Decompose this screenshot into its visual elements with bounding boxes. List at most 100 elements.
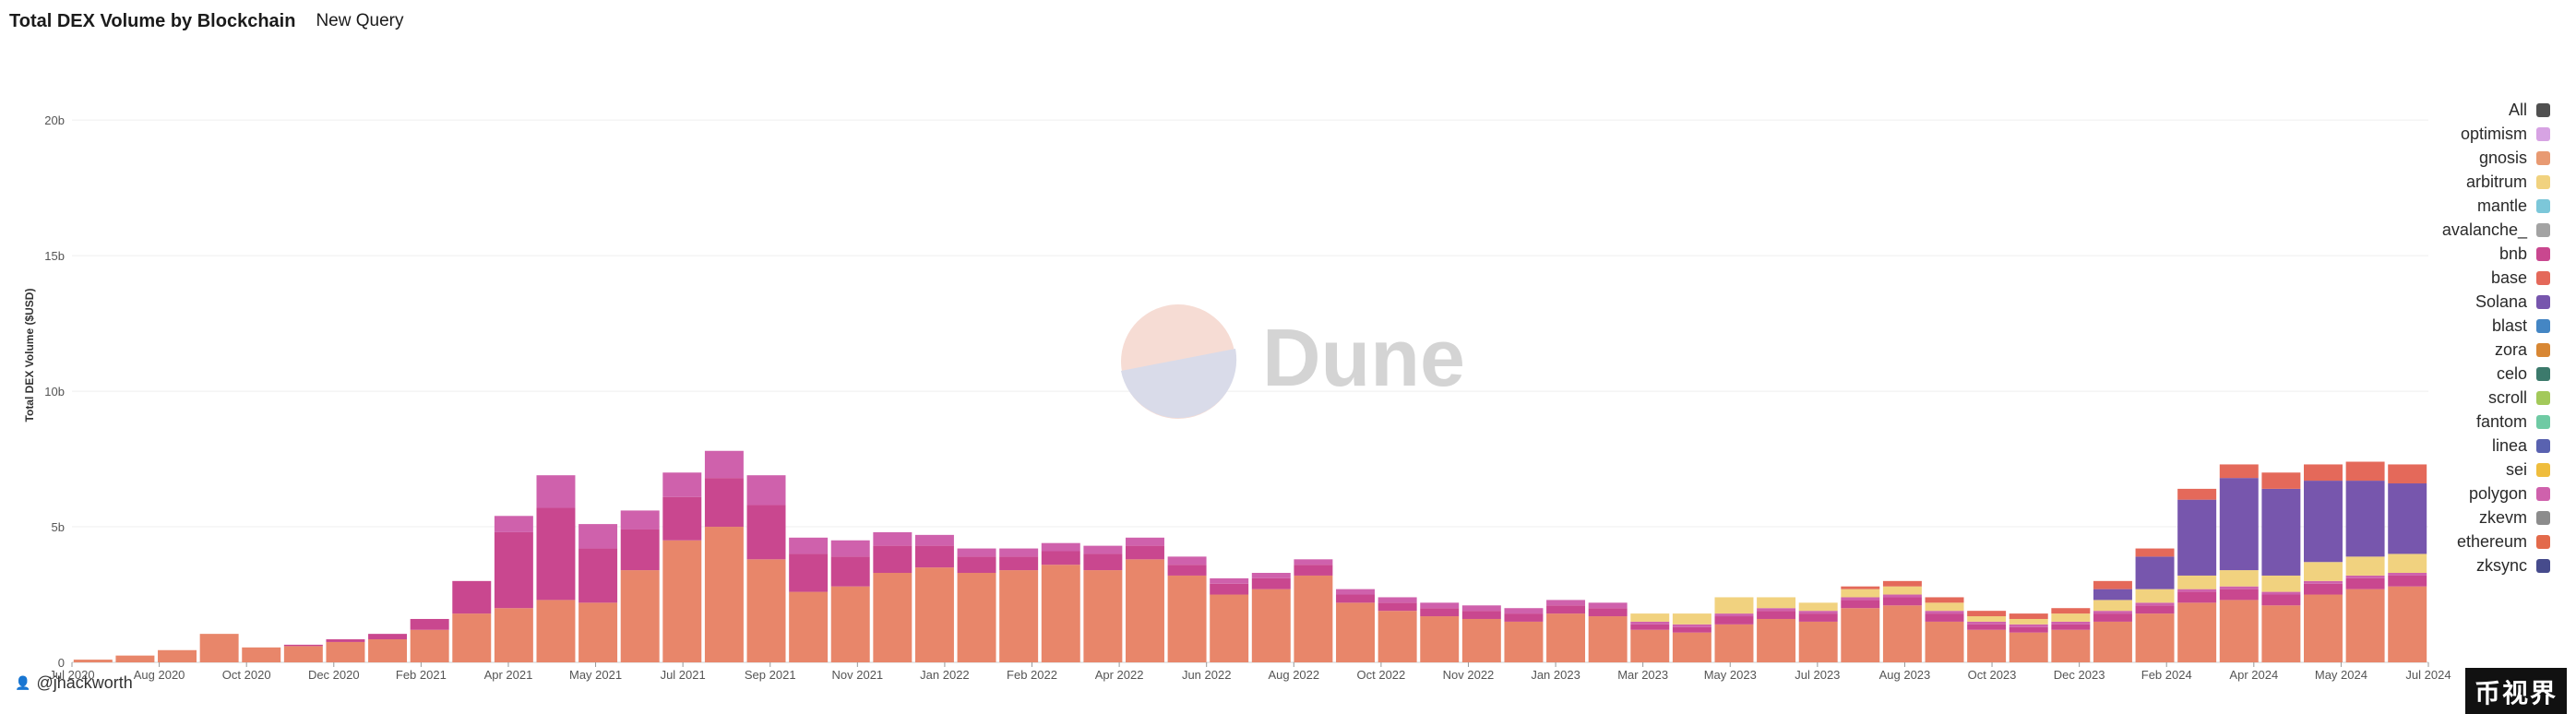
bar-segment-arbitrum[interactable] xyxy=(2388,553,2427,573)
bar-segment-ethereum[interactable] xyxy=(1251,589,1291,662)
bar-segment-ethereum[interactable] xyxy=(1126,559,1164,662)
bar-segment-solana[interactable] xyxy=(2135,556,2175,589)
bar-segment-polygon[interactable] xyxy=(1757,608,1796,612)
bar-segment-ethereum[interactable] xyxy=(914,567,954,662)
bar-segment-ethereum[interactable] xyxy=(620,570,660,662)
bar-segment-ethereum[interactable] xyxy=(1210,594,1249,662)
bar-segment-ethereum[interactable] xyxy=(242,647,281,662)
bar-segment-arbitrum[interactable] xyxy=(2261,575,2301,592)
bar-segment-polygon[interactable] xyxy=(746,475,786,506)
bar-segment-bnb[interactable] xyxy=(704,478,744,528)
bar-segment-polygon[interactable] xyxy=(830,540,870,557)
bar-segment-bnb[interactable] xyxy=(2093,613,2132,622)
bar-segment-ethereum[interactable] xyxy=(410,629,449,662)
bar-segment-ethereum[interactable] xyxy=(1967,629,2007,662)
bar-segment-bnb[interactable] xyxy=(2177,591,2217,603)
bar-segment-solana[interactable] xyxy=(2093,589,2132,601)
bar-segment-ethereum[interactable] xyxy=(1757,618,1796,662)
bar-segment-bnb[interactable] xyxy=(326,639,365,642)
legend-item-sei[interactable]: sei xyxy=(2366,458,2550,482)
bar-segment-bnb[interactable] xyxy=(536,507,576,601)
bar-segment-bnb[interactable] xyxy=(2304,583,2343,595)
bar-segment-polygon[interactable] xyxy=(1546,600,1586,606)
bar-segment-ethereum[interactable] xyxy=(578,602,618,662)
bar-segment-base[interactable] xyxy=(2177,488,2217,500)
bar-segment-ethereum[interactable] xyxy=(789,591,829,662)
bar-segment-bnb[interactable] xyxy=(2345,577,2385,589)
bar-segment-base[interactable] xyxy=(2135,548,2175,557)
legend-item-avalanche[interactable]: avalanche_ xyxy=(2366,218,2550,242)
bar-segment-bnb[interactable] xyxy=(410,618,449,630)
bar-segment-ethereum[interactable] xyxy=(536,600,576,662)
bar-segment-arbitrum[interactable] xyxy=(1967,616,2007,622)
bar-segment-polygon[interactable] xyxy=(2135,602,2175,606)
bar-segment-ethereum[interactable] xyxy=(2093,621,2132,662)
bar-segment-ethereum[interactable] xyxy=(1588,616,1628,662)
bar-segment-bnb[interactable] xyxy=(1461,611,1501,619)
bar-segment-polygon[interactable] xyxy=(578,524,618,549)
bar-segment-polygon[interactable] xyxy=(2261,591,2301,595)
bar-segment-polygon[interactable] xyxy=(2009,624,2048,627)
legend-item-all[interactable]: All xyxy=(2366,98,2550,122)
bar-segment-base[interactable] xyxy=(2345,461,2385,482)
bar-segment-polygon[interactable] xyxy=(914,534,954,546)
bar-segment-polygon[interactable] xyxy=(662,472,702,497)
bar-segment-base[interactable] xyxy=(1967,611,2007,617)
bar-segment-arbitrum[interactable] xyxy=(2177,575,2217,589)
bar-segment-polygon[interactable] xyxy=(2177,589,2217,592)
bar-segment-bnb[interactable] xyxy=(1294,565,1333,576)
bar-segment-bnb[interactable] xyxy=(283,644,323,647)
bar-segment-ethereum[interactable] xyxy=(2388,586,2427,662)
bar-segment-bnb[interactable] xyxy=(1588,608,1628,617)
bar-segment-ethereum[interactable] xyxy=(1461,618,1501,662)
bar-segment-ethereum[interactable] xyxy=(873,573,912,662)
bar-segment-bnb[interactable] xyxy=(1041,551,1080,565)
bar-segment-polygon[interactable] xyxy=(2219,586,2259,589)
bar-segment-bnb[interactable] xyxy=(1630,624,1670,630)
bar-segment-polygon[interactable] xyxy=(2388,573,2427,576)
bar-segment-bnb[interactable] xyxy=(494,531,533,609)
bar-segment-bnb[interactable] xyxy=(830,556,870,587)
bar-segment-ethereum[interactable] xyxy=(326,641,365,662)
bar-segment-polygon[interactable] xyxy=(1126,537,1164,546)
bar-segment-base[interactable] xyxy=(2388,464,2427,484)
bar-segment-polygon[interactable] xyxy=(1377,597,1417,603)
bar-segment-bnb[interactable] xyxy=(1967,624,2007,630)
bar-segment-ethereum[interactable] xyxy=(830,586,870,662)
bar-segment-ethereum[interactable] xyxy=(2219,600,2259,662)
bar-segment-ethereum[interactable] xyxy=(199,634,239,662)
bar-segment-arbitrum[interactable] xyxy=(1714,597,1754,614)
legend-item-celo[interactable]: celo xyxy=(2366,362,2550,386)
bar-segment-arbitrum[interactable] xyxy=(1798,602,1838,612)
legend-item-blast[interactable]: blast xyxy=(2366,314,2550,338)
bar-segment-bnb[interactable] xyxy=(2009,626,2048,633)
bar-segment-bnb[interactable] xyxy=(1714,616,1754,625)
bar-segment-arbitrum[interactable] xyxy=(1757,597,1796,609)
bar-segment-ethereum[interactable] xyxy=(2135,613,2175,662)
bar-segment-base[interactable] xyxy=(2009,613,2048,619)
bar-segment-arbitrum[interactable] xyxy=(1841,589,1880,598)
bar-segment-polygon[interactable] xyxy=(1630,621,1670,625)
bar-segment-bnb[interactable] xyxy=(1420,608,1460,617)
bar-segment-base[interactable] xyxy=(2219,464,2259,479)
bar-segment-ethereum[interactable] xyxy=(999,570,1039,662)
bar-segment-solana[interactable] xyxy=(2261,488,2301,576)
bar-segment-ethereum[interactable] xyxy=(368,639,408,662)
bar-segment-bnb[interactable] xyxy=(2219,589,2259,601)
bar-segment-bnb[interactable] xyxy=(1925,613,1964,622)
bar-segment-bnb[interactable] xyxy=(1757,611,1796,619)
bar-segment-polygon[interactable] xyxy=(1294,559,1333,565)
bar-segment-polygon[interactable] xyxy=(1588,602,1628,609)
bar-segment-base[interactable] xyxy=(2304,464,2343,482)
legend-item-ethereum[interactable]: ethereum xyxy=(2366,530,2550,553)
bar-segment-base[interactable] xyxy=(2261,472,2301,489)
bar-segment-ethereum[interactable] xyxy=(1377,611,1417,662)
bar-segment-ethereum[interactable] xyxy=(1882,605,1922,662)
bar-segment-ethereum[interactable] xyxy=(2177,602,2217,662)
bar-segment-polygon[interactable] xyxy=(1083,545,1123,554)
legend-item-base[interactable]: base xyxy=(2366,266,2550,290)
bar-segment-bnb[interactable] xyxy=(620,529,660,571)
legend-item-fantom[interactable]: fantom xyxy=(2366,410,2550,434)
bar-segment-polygon[interactable] xyxy=(1210,577,1249,584)
bar-segment-polygon[interactable] xyxy=(1967,621,2007,625)
